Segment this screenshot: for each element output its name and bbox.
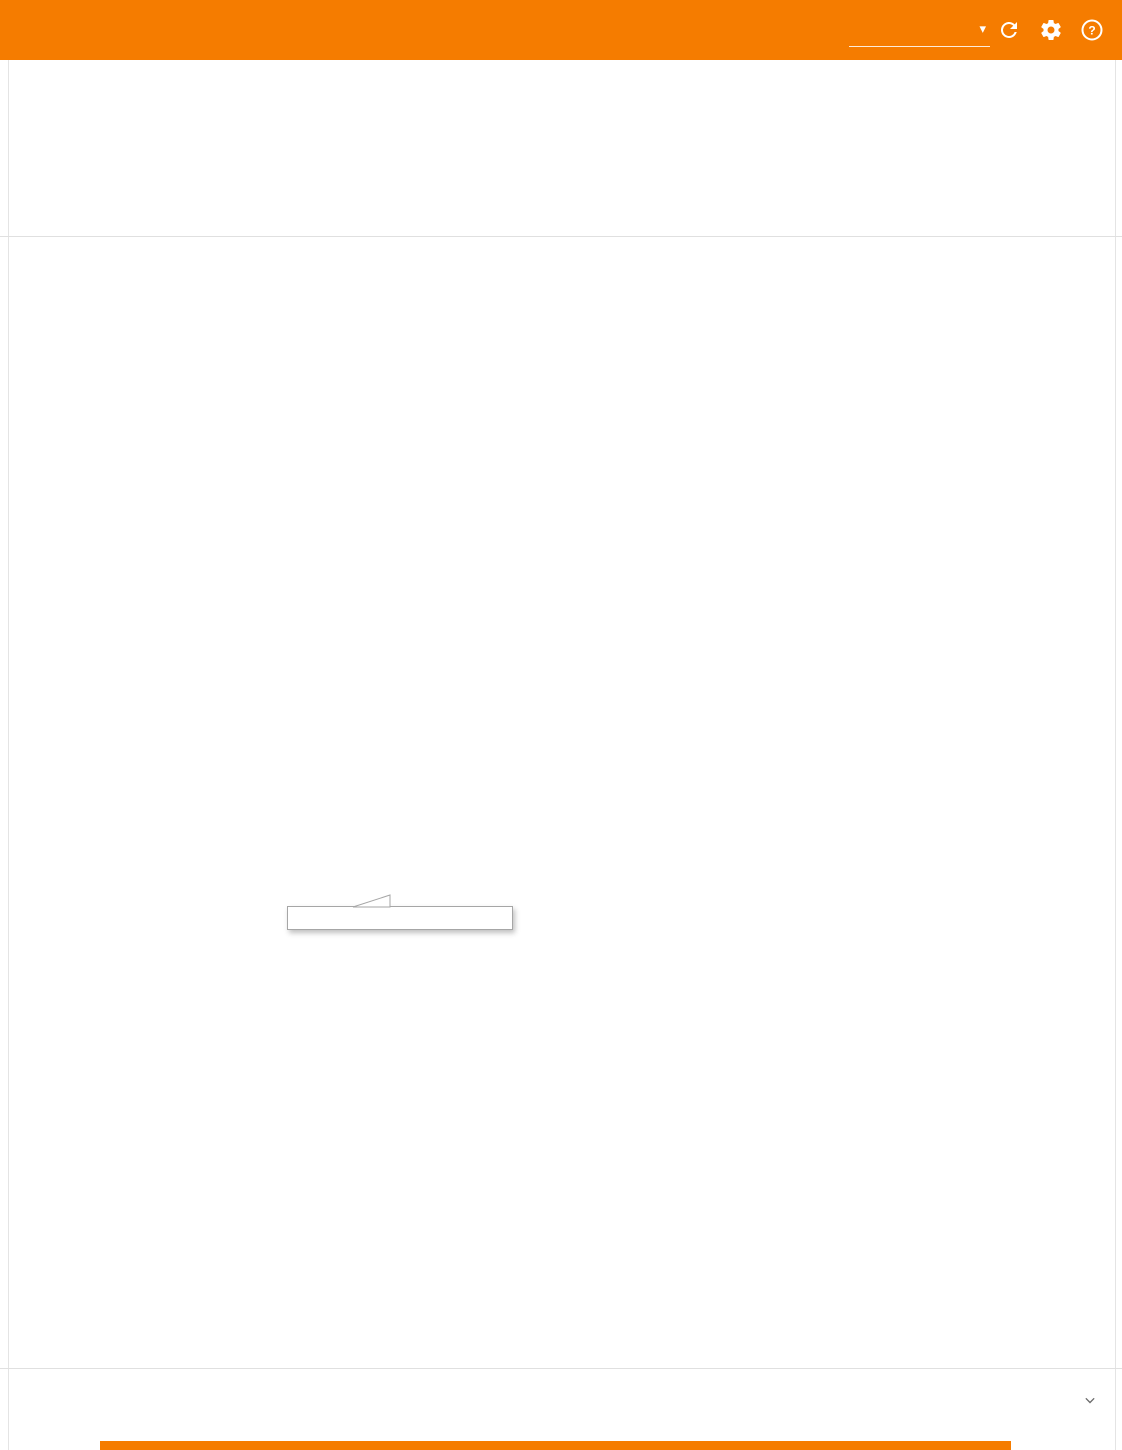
section-divider [0,1368,1122,1369]
chart-tooltip [287,906,513,930]
help-button[interactable]: ? [1080,18,1104,42]
chevron-down-icon: ▾ [979,21,986,36]
refresh-button[interactable] [997,18,1021,42]
help-icon: ? [1081,19,1103,41]
chevron-down-icon [1085,1397,1095,1404]
expand-section-button[interactable] [1080,1390,1100,1415]
device-step-time-chart[interactable] [20,448,665,753]
gear-icon [1041,19,1061,40]
page-frame [8,60,1116,1450]
footer-bar [100,1441,1011,1450]
tooltip-pointer [352,894,391,908]
section-divider [0,236,1122,237]
svg-text:?: ? [1088,24,1095,38]
settings-button[interactable] [1039,18,1063,42]
capture-status-dropdown[interactable]: ▾ [849,12,990,47]
refresh-icon [1000,21,1017,38]
appbar: ▾ ? [0,0,1122,60]
